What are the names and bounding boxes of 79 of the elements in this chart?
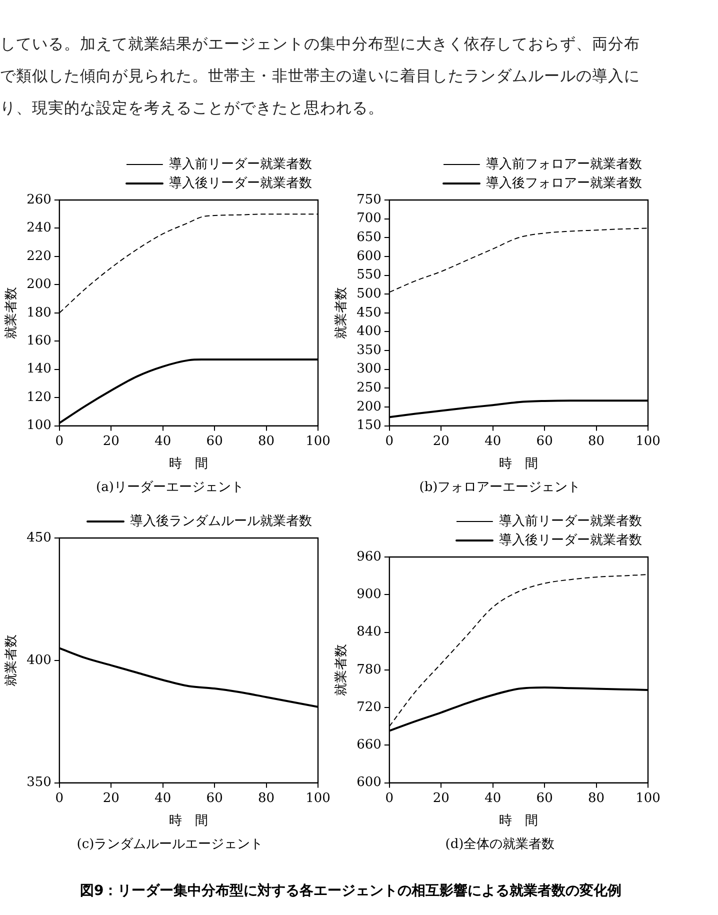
x-tick-label: 0 — [385, 434, 394, 449]
y-axis-title: 就業者数 — [4, 286, 20, 339]
text: (b)フォロアーエージェント — [418, 479, 582, 496]
x-tick-label: 0 — [55, 434, 64, 449]
x-tick-label: 80 — [258, 790, 275, 806]
y-tick-label: 900 — [356, 587, 382, 602]
y-tick-label: 180 — [26, 305, 52, 320]
y-axis-title: 就業者数 — [334, 286, 350, 339]
y-tick-label: 660 — [356, 738, 382, 753]
y-tick-label: 150 — [356, 418, 382, 434]
x-tick-label: 40 — [154, 790, 172, 806]
y-axis-title: 就業者数 — [334, 644, 350, 696]
x-tick-label: 60 — [206, 790, 223, 806]
legend-label: 導入前リーダー就業者数 — [499, 514, 642, 529]
legend-label: 導入後ランダムルール就業者数 — [130, 514, 312, 529]
y-tick-label: 260 — [26, 192, 52, 208]
x-tick-label: 80 — [588, 790, 605, 806]
x-tick-label: 20 — [432, 434, 450, 449]
y-tick-label: 840 — [356, 624, 382, 640]
y-tick-label: 550 — [356, 268, 382, 283]
y-tick-label: 750 — [356, 192, 382, 208]
text: で類似した傾向が見られた。世帯主・非世帯主の違いに着目したランダムルールの導入に — [0, 66, 641, 87]
x-tick-label: 100 — [636, 790, 660, 806]
x-axis-title: 時 間 — [169, 814, 208, 829]
y-tick-label: 100 — [26, 418, 52, 434]
y-tick-label: 220 — [26, 248, 52, 264]
y-tick-label: 500 — [356, 286, 382, 302]
y-tick-label: 650 — [356, 230, 382, 246]
legend-label: 導入前フォロアー就業者数 — [486, 156, 642, 172]
x-tick-label: 100 — [306, 790, 330, 806]
y-tick-label: 600 — [356, 248, 382, 264]
x-axis-title: 時 間 — [499, 456, 538, 472]
y-tick-label: 200 — [356, 399, 382, 414]
y-tick-label: 400 — [26, 652, 52, 668]
x-tick-label: 40 — [484, 790, 502, 806]
y-tick-label: 250 — [356, 380, 382, 396]
x-tick-label: 20 — [102, 790, 120, 806]
y-tick-label: 450 — [26, 530, 52, 546]
y-tick-label: 450 — [356, 305, 382, 320]
x-tick-label: 40 — [484, 434, 502, 449]
y-tick-label: 350 — [26, 775, 52, 790]
x-tick-label: 100 — [306, 434, 330, 449]
x-tick-label: 40 — [154, 434, 172, 449]
text: 図9：リーダー集中分布型に対する各エージェントの相互影響による就業者数の変化例 — [80, 882, 622, 900]
text: (c)ランダムルールエージェント — [76, 836, 264, 853]
legend-label: 導入前リーダー就業者数 — [169, 156, 312, 172]
y-tick-label: 160 — [26, 334, 52, 348]
x-axis-title: 時 間 — [499, 814, 538, 829]
text: (d)全体の就業者数 — [444, 836, 556, 853]
y-tick-label: 200 — [26, 277, 52, 292]
y-tick-label: 960 — [356, 549, 382, 564]
y-tick-label: 600 — [356, 775, 382, 790]
x-axis-title: 時 間 — [169, 456, 208, 472]
y-tick-label: 300 — [356, 362, 382, 377]
y-tick-label: 350 — [356, 342, 382, 358]
x-tick-label: 20 — [432, 790, 450, 806]
y-tick-label: 700 — [356, 211, 382, 226]
x-tick-label: 60 — [536, 790, 553, 806]
y-axis-title: 就業者数 — [4, 634, 20, 686]
x-tick-label: 80 — [258, 434, 275, 449]
legend-label: 導入後リーダー就業者数 — [499, 532, 642, 548]
text: している。加えて就業結果がエージェントの集中分布型に大きく依存しておらず、両分布 — [0, 34, 641, 55]
legend-label: 導入後フォロアー就業者数 — [486, 176, 642, 191]
x-tick-label: 0 — [55, 790, 64, 806]
y-tick-label: 140 — [26, 362, 52, 377]
text: り、現実的な設定を考えることができたと思われる。 — [0, 98, 385, 119]
legend-label: 導入後リーダー就業者数 — [169, 176, 312, 191]
x-tick-label: 100 — [636, 434, 660, 449]
x-tick-label: 0 — [385, 790, 394, 806]
x-tick-label: 80 — [588, 434, 605, 449]
y-tick-label: 400 — [356, 324, 382, 340]
y-tick-label: 720 — [356, 700, 382, 715]
y-tick-label: 780 — [356, 662, 382, 678]
x-tick-label: 20 — [102, 434, 120, 449]
x-tick-label: 60 — [536, 434, 553, 449]
y-tick-label: 120 — [26, 390, 52, 405]
x-tick-label: 60 — [206, 434, 223, 449]
text: (a)リーダーエージェント — [95, 479, 245, 496]
y-tick-label: 240 — [26, 220, 52, 236]
